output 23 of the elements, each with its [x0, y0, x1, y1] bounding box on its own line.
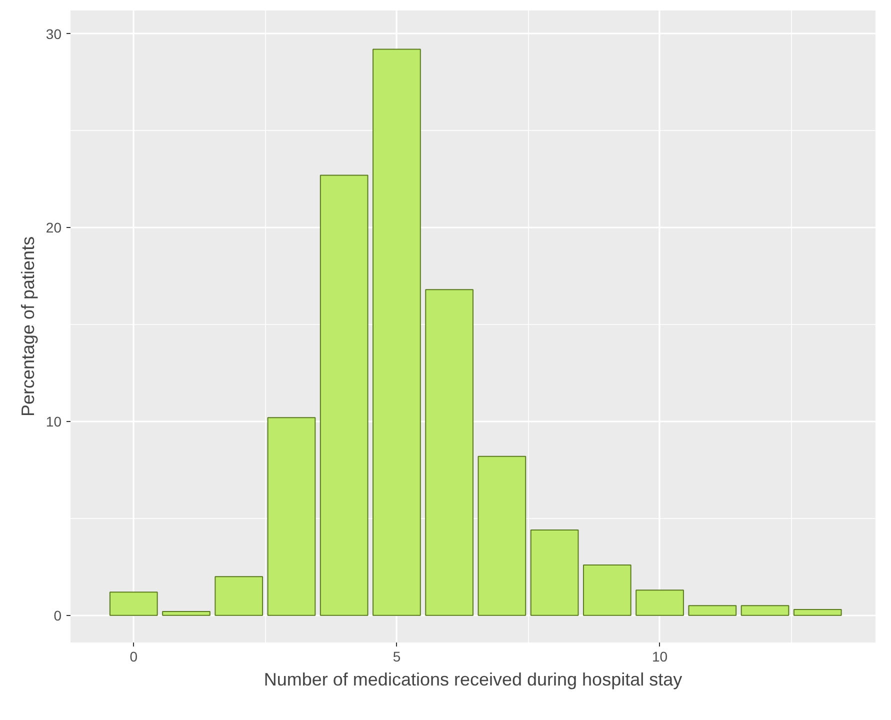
bar — [425, 289, 474, 616]
bar — [582, 564, 632, 616]
bar — [162, 610, 210, 616]
x-tick-label: 0 — [130, 648, 138, 664]
y-tick-label: 10 — [46, 413, 62, 430]
bar — [688, 605, 737, 616]
bar — [109, 592, 158, 616]
bar — [478, 456, 526, 616]
y-tick-label: 30 — [46, 26, 62, 42]
bar — [320, 174, 368, 616]
bar — [636, 590, 684, 616]
x-axis-title: Number of medications received during hospital stay — [264, 670, 682, 690]
bar — [372, 48, 421, 616]
x-tick-label: 5 — [392, 648, 401, 664]
x-tick-label: 10 — [652, 648, 668, 664]
bar — [530, 530, 579, 616]
bar — [214, 576, 264, 616]
bar — [793, 609, 842, 616]
y-tick-label: 0 — [54, 607, 62, 624]
bar — [740, 605, 790, 616]
bar — [267, 417, 316, 616]
y-tick-label: 20 — [46, 220, 62, 236]
y-axis-title: Percentage of patients — [18, 236, 38, 417]
